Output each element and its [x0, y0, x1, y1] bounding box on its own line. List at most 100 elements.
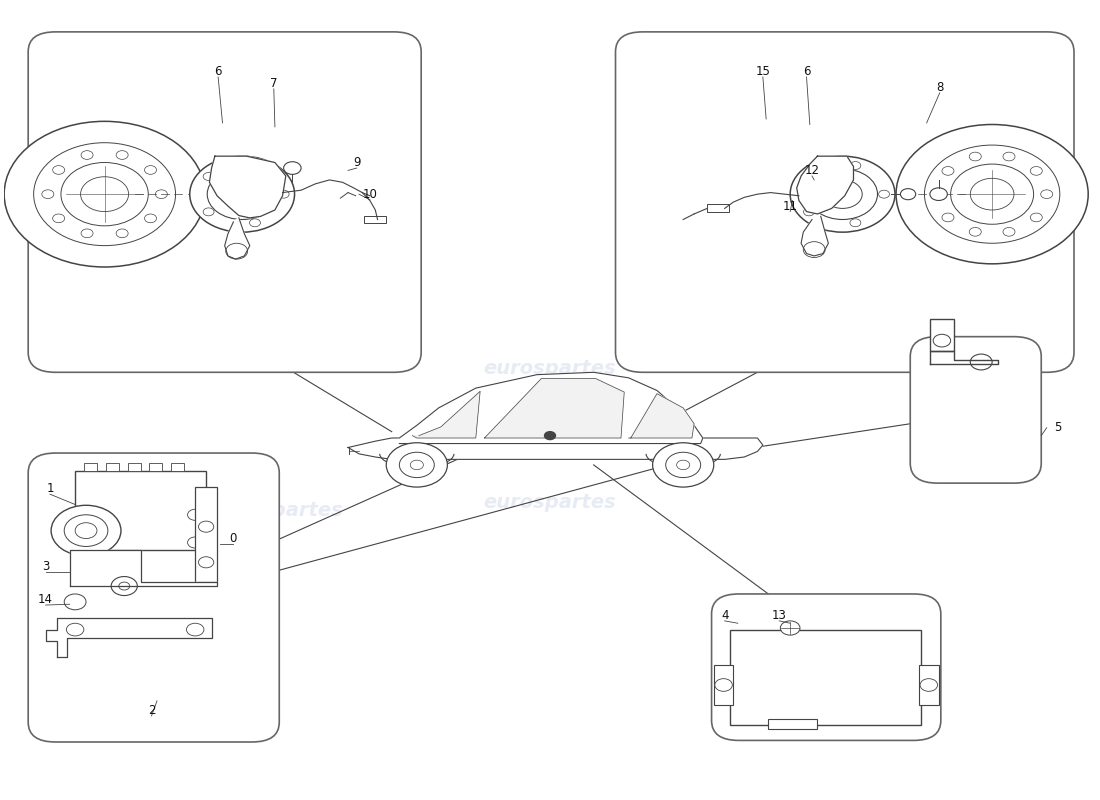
Circle shape [53, 166, 65, 174]
Circle shape [187, 623, 204, 636]
Bar [172, 463, 185, 471]
Circle shape [111, 577, 138, 595]
Circle shape [198, 521, 213, 532]
Circle shape [198, 557, 213, 568]
Circle shape [53, 214, 65, 222]
Circle shape [896, 125, 1088, 264]
Circle shape [119, 582, 130, 590]
Circle shape [807, 169, 878, 219]
Text: 8: 8 [936, 81, 944, 94]
Text: 14: 14 [39, 593, 53, 606]
Text: eurospartes: eurospartes [484, 359, 616, 378]
Bar [106, 463, 119, 471]
Bar [930, 319, 954, 351]
FancyBboxPatch shape [29, 453, 279, 742]
Bar [768, 719, 817, 729]
Polygon shape [209, 156, 286, 218]
Circle shape [410, 460, 424, 470]
Circle shape [117, 229, 128, 238]
Circle shape [666, 452, 701, 478]
Text: eurospartes: eurospartes [768, 173, 900, 192]
Polygon shape [348, 438, 763, 459]
Text: 6: 6 [214, 65, 222, 78]
FancyBboxPatch shape [29, 32, 421, 372]
Circle shape [780, 621, 800, 635]
Circle shape [34, 142, 176, 246]
Circle shape [386, 442, 448, 487]
Circle shape [75, 522, 97, 538]
Text: 3: 3 [42, 560, 50, 573]
Bar [150, 463, 163, 471]
Circle shape [80, 177, 129, 211]
Circle shape [78, 537, 94, 548]
Circle shape [64, 594, 86, 610]
Circle shape [850, 162, 861, 170]
FancyBboxPatch shape [616, 32, 1074, 372]
Text: 9: 9 [353, 156, 361, 169]
Circle shape [144, 166, 156, 174]
Circle shape [1031, 166, 1043, 175]
Bar [714, 666, 734, 705]
Circle shape [207, 169, 277, 219]
Polygon shape [930, 351, 998, 364]
Circle shape [81, 150, 94, 159]
Text: 2: 2 [147, 704, 155, 717]
Polygon shape [796, 156, 854, 214]
Bar [707, 205, 729, 212]
Text: 15: 15 [756, 65, 770, 78]
Circle shape [676, 460, 690, 470]
Circle shape [652, 442, 714, 487]
Circle shape [1041, 190, 1053, 198]
FancyBboxPatch shape [910, 337, 1042, 483]
Polygon shape [224, 218, 250, 259]
Circle shape [970, 178, 1014, 210]
Text: eurospartes: eurospartes [211, 502, 343, 520]
Circle shape [42, 190, 54, 198]
Polygon shape [399, 372, 703, 443]
Text: 6: 6 [803, 65, 811, 78]
Text: 7: 7 [271, 77, 277, 90]
Circle shape [284, 162, 301, 174]
Text: 10: 10 [362, 188, 377, 201]
Bar [918, 666, 938, 705]
Circle shape [188, 510, 202, 520]
Circle shape [64, 514, 108, 546]
Bar [195, 487, 217, 582]
Circle shape [78, 510, 94, 520]
Text: 0: 0 [230, 532, 238, 545]
Text: 13: 13 [772, 609, 786, 622]
Circle shape [144, 214, 156, 222]
Circle shape [222, 180, 262, 209]
Polygon shape [801, 216, 828, 256]
Text: eurospartes: eurospartes [484, 494, 616, 513]
Circle shape [250, 219, 261, 226]
Bar [75, 471, 206, 550]
Circle shape [1031, 213, 1043, 222]
Polygon shape [45, 618, 211, 658]
Circle shape [117, 150, 128, 159]
Circle shape [715, 678, 733, 691]
Polygon shape [484, 378, 624, 438]
Circle shape [544, 432, 556, 439]
Circle shape [930, 188, 947, 201]
Circle shape [803, 208, 814, 216]
Circle shape [942, 166, 954, 175]
Circle shape [278, 190, 289, 198]
Circle shape [188, 537, 202, 548]
Circle shape [81, 229, 94, 238]
Circle shape [823, 180, 862, 209]
Circle shape [950, 164, 1034, 224]
Circle shape [932, 190, 944, 198]
Circle shape [933, 334, 950, 347]
FancyBboxPatch shape [712, 594, 940, 741]
Text: 5: 5 [1054, 422, 1062, 434]
Circle shape [66, 623, 84, 636]
Text: 1: 1 [46, 482, 54, 495]
Bar [128, 463, 141, 471]
Circle shape [1003, 152, 1015, 161]
Bar [364, 215, 386, 223]
Circle shape [790, 156, 895, 232]
Circle shape [204, 208, 214, 216]
Circle shape [969, 152, 981, 161]
Circle shape [969, 227, 981, 236]
